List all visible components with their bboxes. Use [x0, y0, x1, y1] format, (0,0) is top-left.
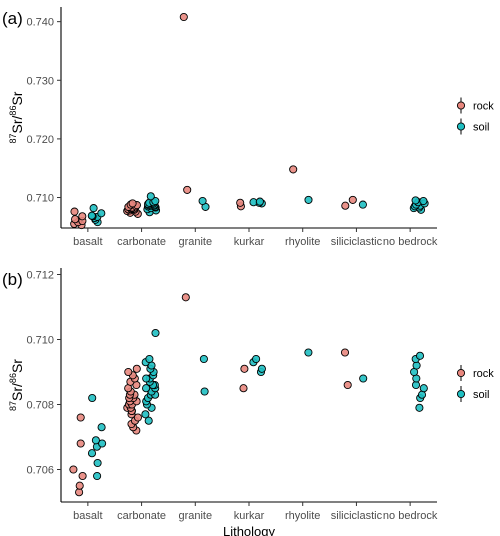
- x-tick-label: carbonate: [117, 510, 166, 522]
- rock-point: [179, 12, 188, 22]
- rock-point: [78, 212, 87, 221]
- legend-label-soil: soil: [473, 389, 490, 401]
- rock-point: [341, 201, 350, 210]
- rock-point: [340, 348, 350, 357]
- soil-point: [146, 192, 155, 201]
- x-tick-label: kurkar: [234, 236, 265, 248]
- rock-point: [78, 471, 87, 481]
- panel-label: (a): [2, 9, 23, 28]
- rock-point: [69, 465, 78, 474]
- soil-point: [144, 416, 153, 425]
- rock-point: [132, 364, 141, 373]
- rock-point: [239, 384, 248, 393]
- soil-point: [199, 354, 208, 364]
- soil-point: [304, 348, 313, 357]
- soil-point: [257, 364, 266, 373]
- y-tick-label: 0.740: [26, 17, 54, 29]
- y-tick-label: 0.706: [26, 465, 54, 477]
- x-tick-label: no bedrock: [383, 236, 438, 248]
- soil-point: [93, 471, 102, 481]
- rock-point: [71, 215, 80, 224]
- rock-point: [75, 481, 84, 490]
- x-tick-label: no bedrock: [383, 510, 438, 522]
- soil-point: [200, 387, 209, 396]
- y-axis-title: 87Sr/86Sr: [8, 359, 25, 411]
- legend-label-rock: rock: [473, 368, 494, 380]
- soil-point: [415, 351, 425, 360]
- soil-point: [412, 361, 421, 370]
- soil-point: [87, 211, 96, 220]
- y-axis-title: 87Sr/86Sr: [8, 91, 25, 143]
- legend-key-soil: [456, 122, 466, 131]
- x-tick-label: kurkar: [234, 510, 265, 522]
- soil-point: [141, 410, 150, 419]
- soil-point: [142, 384, 151, 393]
- x-tick-label: rhyolite: [285, 510, 320, 522]
- soil-point: [89, 204, 98, 213]
- x-tick-label: rhyolite: [285, 236, 320, 248]
- rock-point: [76, 413, 85, 422]
- y-tick-label: 0.710: [26, 193, 54, 205]
- y-tick-label: 0.710: [26, 335, 54, 347]
- legend-label-rock: rock: [473, 101, 494, 113]
- x-tick-label: basalt: [73, 236, 102, 248]
- rock-point: [183, 185, 192, 194]
- rock-point: [181, 293, 190, 302]
- rock-point: [236, 198, 245, 207]
- soil-point: [304, 195, 313, 204]
- soil-point: [145, 354, 154, 364]
- rock-point: [343, 380, 352, 390]
- y-tick-label: 0.712: [26, 270, 54, 282]
- rock-point: [70, 207, 79, 216]
- legend-key-soil: [456, 389, 466, 399]
- soil-point: [97, 423, 106, 432]
- soil-point: [415, 403, 424, 412]
- y-tick-label: 0.708: [26, 400, 54, 412]
- soil-point: [93, 458, 102, 468]
- x-tick-label: siliciclastic: [331, 510, 383, 522]
- soil-point: [419, 196, 428, 206]
- soil-point: [98, 439, 107, 448]
- x-tick-label: basalt: [73, 510, 102, 522]
- rock-point: [124, 367, 133, 377]
- panel-label: (b): [2, 270, 23, 289]
- rock-point: [289, 165, 298, 174]
- soil-point: [142, 374, 151, 383]
- rock-point: [133, 413, 142, 422]
- soil-point: [151, 328, 160, 338]
- rock-point: [76, 439, 85, 448]
- y-tick-label: 0.730: [26, 75, 54, 87]
- soil-point: [88, 393, 97, 403]
- soil-point: [419, 384, 428, 393]
- soil-point: [255, 197, 264, 206]
- soil-point: [87, 449, 97, 458]
- soil-point: [358, 200, 367, 209]
- soil-point: [97, 209, 106, 218]
- legend-key-rock: [456, 101, 466, 110]
- soil-point: [411, 196, 420, 205]
- x-tick-label: granite: [178, 510, 212, 522]
- soil-point: [252, 354, 261, 364]
- y-tick-label: 0.720: [26, 134, 54, 146]
- soil-point: [91, 436, 100, 445]
- legend-label-soil: soil: [473, 122, 490, 134]
- rock-point: [240, 364, 249, 373]
- soil-point: [359, 374, 368, 383]
- x-tick-label: carbonate: [117, 236, 166, 248]
- x-tick-label: siliciclastic: [331, 236, 383, 248]
- x-tick-label: granite: [178, 236, 212, 248]
- panel-a: (a) 0.710 0.720 0.730 0.740 basalt carbonate gr…: [2, 7, 494, 248]
- soil-point: [198, 196, 207, 206]
- x-axis-title: Lithology: [223, 524, 276, 536]
- rock-point: [348, 195, 357, 204]
- panel-b: (b) 0.706 0.708 0.710 0.712 basalt carbonate gr…: [2, 268, 494, 536]
- legend-key-rock: [456, 368, 466, 378]
- rock-point: [128, 199, 137, 208]
